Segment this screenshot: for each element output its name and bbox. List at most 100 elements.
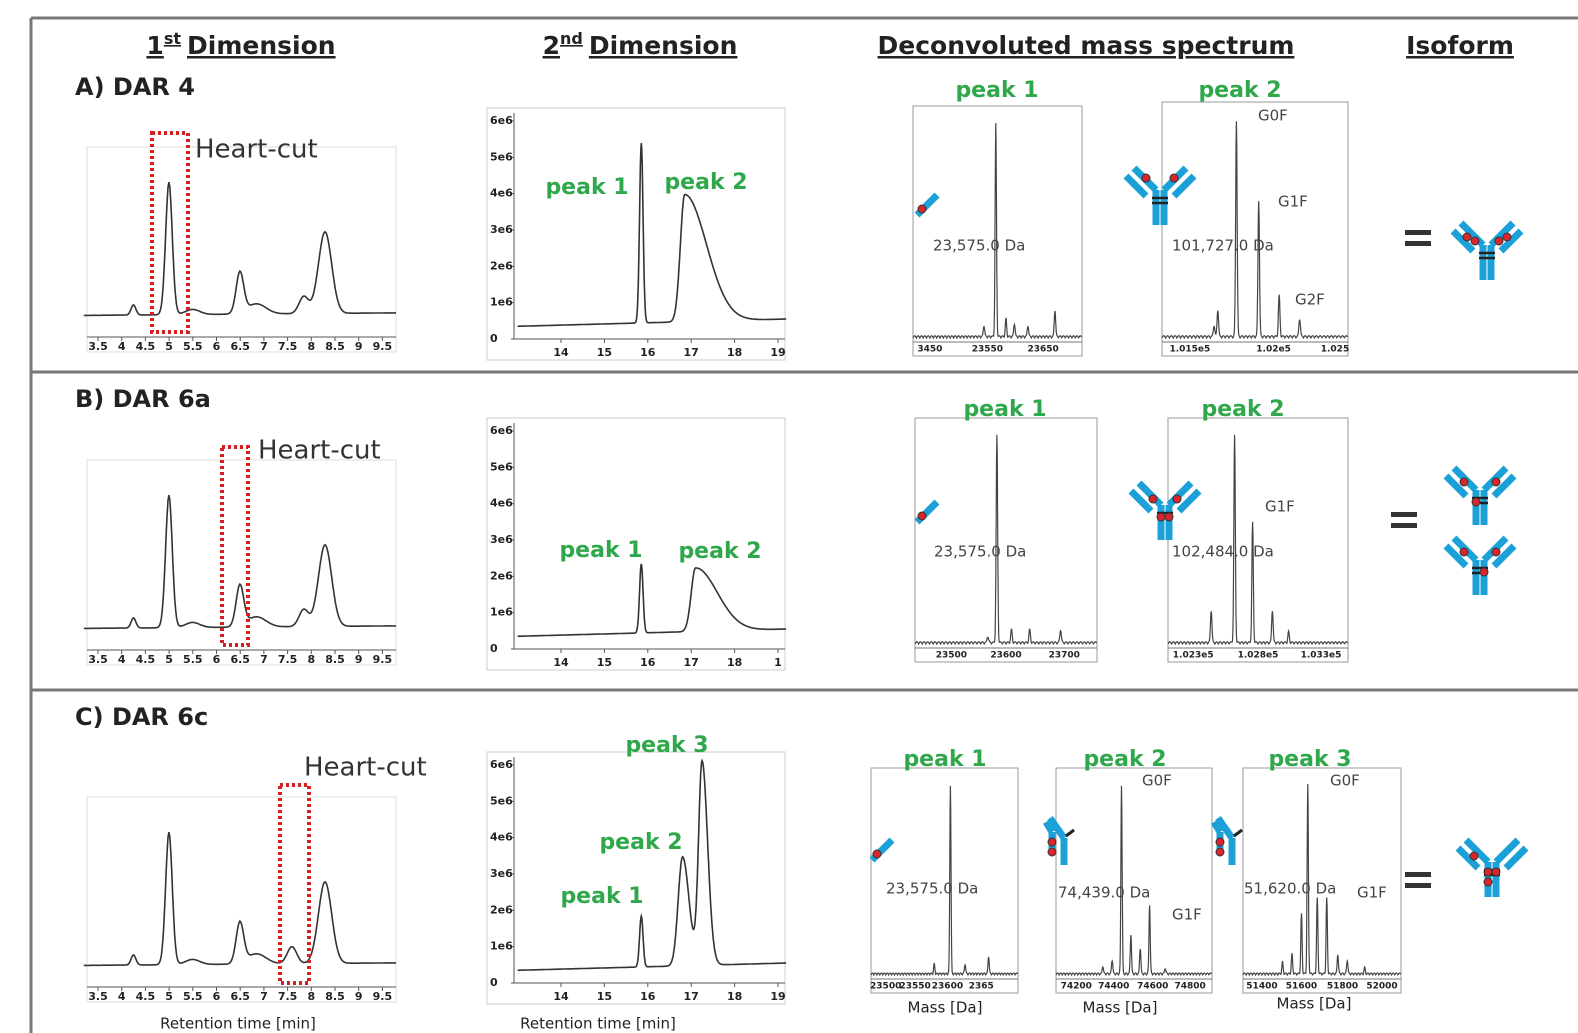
drug (1047, 837, 1057, 847)
x-tick-label: 9.5 (373, 340, 393, 353)
x-tick-label: 15 (597, 990, 612, 1003)
drug (1459, 477, 1469, 487)
column-header: Isoform (1406, 31, 1514, 60)
x-tick-label: 3.5 (88, 340, 108, 353)
x-tick-label: 17 (684, 346, 699, 359)
plot-frame (86, 459, 397, 666)
drug (1491, 867, 1501, 877)
x-tick-label: 23650 (1027, 345, 1058, 355)
chain (1210, 820, 1224, 834)
spectrum (870, 785, 1019, 977)
y-tick-label: 1e6 (490, 296, 513, 309)
y-tick-label: 2e6 (490, 903, 513, 916)
x-tick-label: 5 (165, 990, 173, 1003)
y-tick-label: 5e6 (490, 794, 513, 807)
x-tick-label: 17 (684, 656, 699, 669)
plot-frame (486, 751, 786, 1005)
mass-label: 23,575.0 Da (934, 543, 1026, 561)
spectrum-title: peak 2 (1201, 397, 1284, 422)
antibody-icon (869, 837, 895, 863)
x-tick-label: 18 (727, 990, 742, 1003)
y-tick-label: 6e6 (490, 758, 513, 771)
x-tick-label: 5.5 (183, 990, 203, 1003)
x-tick-label: 51600 (1286, 982, 1317, 992)
header-text: Dimension (589, 31, 738, 60)
glycoform-label: G1F (1278, 193, 1308, 211)
spectrum-frame (1161, 101, 1349, 357)
hinge (1065, 828, 1075, 838)
y-tick-label: 5e6 (490, 460, 513, 473)
peak-label: peak 2 (664, 170, 747, 195)
column-header: 2nd Dimension (543, 29, 738, 61)
equals-bar (1405, 230, 1431, 235)
drug (1047, 847, 1057, 857)
x-tick-label: 51400 (1246, 982, 1277, 992)
drug (1148, 494, 1158, 504)
drug (1141, 173, 1151, 183)
drug (1156, 512, 1166, 522)
x-tick-label: 9.5 (373, 990, 393, 1003)
chain (1493, 837, 1521, 865)
plot-frame (486, 417, 786, 671)
antibody-icon (914, 499, 940, 525)
x-tick-label: 8 (307, 340, 315, 353)
x-tick-label: 3.5 (88, 990, 108, 1003)
x-tick-label: 7.5 (278, 340, 298, 353)
x-tick-label: 5 (165, 653, 173, 666)
chain (1047, 815, 1067, 841)
y-tick-label: 6e6 (490, 114, 513, 127)
chain (1176, 488, 1202, 514)
drug (1471, 497, 1481, 507)
heart-cut-label: Heart-cut (258, 436, 381, 466)
mass-label: 23,575.0 Da (933, 237, 1025, 255)
drug (1483, 877, 1493, 887)
y-tick-label: 2e6 (490, 259, 513, 272)
x-tick-label: 4.5 (136, 990, 156, 1003)
x-tick-label: 14 (553, 346, 569, 359)
x-tick-label: 8 (307, 653, 315, 666)
mass-label: 23,575.0 Da (886, 880, 978, 898)
equals-bar (1391, 523, 1417, 528)
x-tick-label: 23600 (990, 651, 1021, 661)
x-tick-label: 1.02e5 (1256, 345, 1291, 355)
x-axis-title: Mass [Da] (1277, 995, 1352, 1013)
antibody-icon (1042, 815, 1075, 865)
antibody-icon (1450, 220, 1524, 280)
plot-frame (86, 796, 397, 1003)
y-tick-label: 0 (490, 976, 498, 989)
antibody-icon (914, 192, 940, 218)
x-tick-label: 15 (597, 656, 612, 669)
chain (1463, 837, 1491, 865)
mass-label: 51,620.0 Da (1244, 880, 1336, 898)
chromatogram (517, 143, 787, 328)
x-tick-label: 16 (640, 346, 656, 359)
chain (1166, 480, 1194, 508)
drug (1215, 837, 1225, 847)
glycoform-label: G1F (1265, 498, 1295, 516)
chromatogram (517, 758, 787, 972)
x-tick-label: 4 (118, 340, 126, 353)
header-number: 1 (146, 31, 163, 60)
x-tick-label: 9 (355, 340, 363, 353)
hinge (1233, 828, 1243, 838)
x-tick-label: 1 (774, 656, 782, 669)
header-text: Dimension (187, 31, 336, 60)
glycoform-label: G2F (1295, 291, 1325, 309)
chain (1171, 173, 1197, 199)
chain (1450, 228, 1476, 254)
x-tick-label: 7 (260, 340, 268, 353)
drug (1462, 232, 1472, 242)
x-tick-label: 7 (260, 653, 268, 666)
x-tick-label: 1.015e5 (1169, 345, 1210, 355)
x-tick-label: 17 (684, 990, 699, 1003)
x-tick-label: 52000 (1366, 982, 1397, 992)
x-tick-label: 19 (770, 990, 785, 1003)
x-tick-label: 7.5 (278, 653, 298, 666)
antibody-icon (1210, 815, 1243, 865)
spectrum-title: peak 3 (1268, 747, 1351, 772)
x-tick-label: 4 (118, 653, 126, 666)
x-tick-label: 8.5 (325, 340, 345, 353)
x-tick-label: 74600 (1137, 982, 1168, 992)
drug (1491, 547, 1501, 557)
